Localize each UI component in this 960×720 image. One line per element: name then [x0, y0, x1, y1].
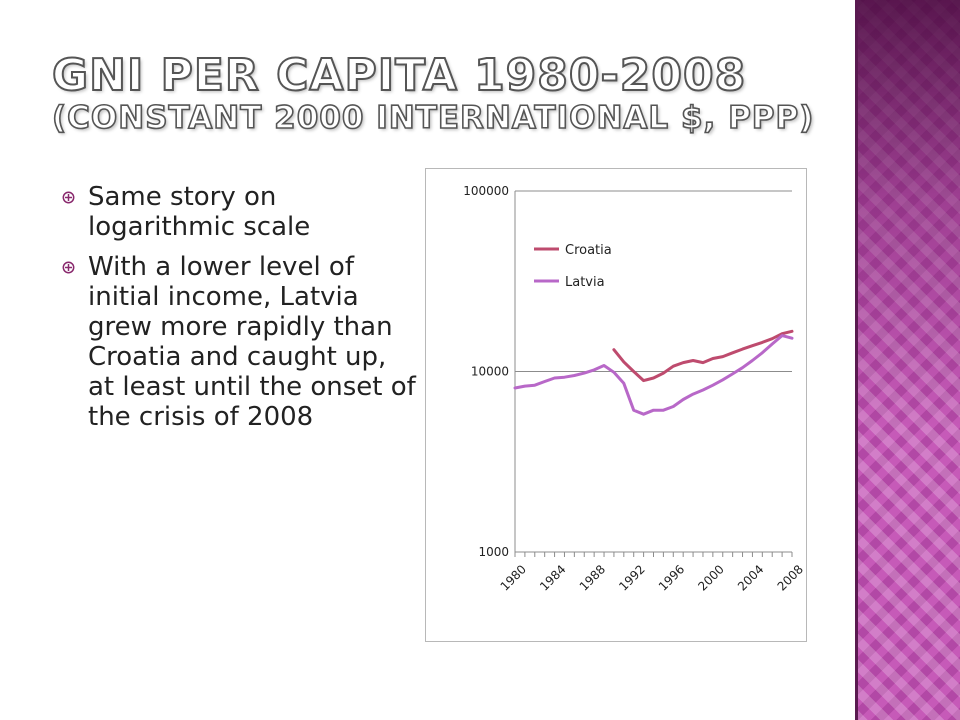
bullet-text-1: Same story on logarithmic scale [88, 182, 311, 242]
series-line-croatia [612, 329, 794, 383]
gni-line-chart: 1000 10000 100000 1980 1984 1988 1992 1996 2000 2… [463, 184, 806, 594]
x-tick-label: 1984 [537, 562, 568, 593]
title-line-1: GNI per capita 1980-2008 [51, 50, 747, 101]
bullet-text-2: With a lower level of initial income, La… [88, 252, 416, 432]
x-tick-label: 1988 [577, 562, 608, 593]
y-tick-label: 100000 [463, 184, 509, 198]
x-tick-label: 1996 [656, 562, 687, 593]
legend-label-croatia: Croatia [565, 243, 612, 258]
side-band-edge [855, 0, 858, 720]
x-tick-label: 1992 [616, 562, 647, 593]
legend-label-latvia: Latvia [565, 275, 605, 290]
x-tick-label: 2000 [695, 562, 726, 593]
circle-cross-icon [62, 191, 75, 204]
bullet-item-2: With a lower level of initial income, La… [60, 252, 420, 432]
x-tick-label: 1980 [498, 562, 529, 593]
circle-cross-icon [62, 261, 75, 274]
y-tick-label: 10000 [471, 365, 509, 379]
side-band-shading [855, 0, 960, 720]
bullet-list: Same story on logarithmic scale With a l… [60, 182, 420, 442]
chart-frame: 1000 10000 100000 1980 1984 1988 1992 1996 2000 2… [425, 168, 807, 642]
series-line-latvia [513, 334, 794, 416]
x-tick-label: 2004 [735, 562, 766, 593]
bullet-item-1: Same story on logarithmic scale [60, 182, 420, 242]
slide-title: GNI per capita 1980-2008 (constant 2000 … [51, 50, 842, 137]
x-tick-label: 2008 [775, 562, 806, 593]
y-tick-label: 1000 [478, 545, 509, 559]
title-line-2: (constant 2000 international $, PPP) [51, 99, 815, 137]
